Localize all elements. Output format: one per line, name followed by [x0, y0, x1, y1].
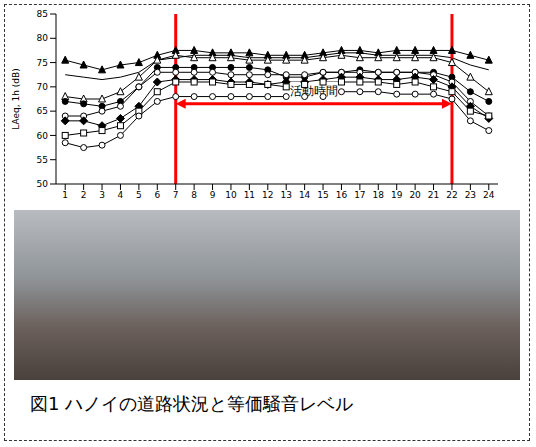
svg-text:24: 24 [483, 190, 495, 200]
svg-text:60: 60 [37, 131, 49, 141]
svg-text:23: 23 [465, 190, 476, 200]
svg-text:8: 8 [191, 190, 197, 200]
svg-text:14: 14 [299, 190, 311, 200]
svg-text:20: 20 [409, 190, 421, 200]
html-text:図1 ハノイの道路状況と等価騒音レベル: 図1 ハノイの道路状況と等価騒音レベル [30, 393, 354, 414]
svg-text:LAeq, 1h (dB): LAeq, 1h (dB) [11, 68, 21, 129]
svg-text:9: 9 [210, 190, 216, 200]
svg-text:15: 15 [317, 190, 328, 200]
svg-text:11: 11 [244, 190, 255, 200]
svg-text:80: 80 [37, 33, 49, 43]
svg-text:18: 18 [373, 190, 385, 200]
svg-text:16: 16 [336, 190, 348, 200]
svg-text:55: 55 [37, 155, 48, 165]
svg-text:13: 13 [280, 190, 291, 200]
svg-text:75: 75 [37, 58, 48, 68]
svg-text:10: 10 [225, 190, 237, 200]
svg-text:21: 21 [428, 190, 439, 200]
svg-text:4: 4 [118, 190, 124, 200]
svg-text:1: 1 [62, 190, 68, 200]
svg-text:19: 19 [391, 190, 403, 200]
svg-text:12: 12 [262, 190, 273, 200]
svg-text:70: 70 [37, 82, 49, 92]
svg-text:17: 17 [354, 190, 365, 200]
svg-text:6: 6 [154, 190, 160, 200]
svg-text:2: 2 [81, 190, 87, 200]
svg-text:3: 3 [99, 190, 105, 200]
svg-text:7: 7 [173, 190, 179, 200]
svg-text:5: 5 [136, 190, 142, 200]
svg-text:50: 50 [37, 179, 49, 189]
svg-text:65: 65 [37, 106, 48, 116]
svg-text:22: 22 [446, 190, 457, 200]
svg-text:活動時間: 活動時間 [290, 84, 338, 98]
svg-text:85: 85 [37, 9, 48, 19]
